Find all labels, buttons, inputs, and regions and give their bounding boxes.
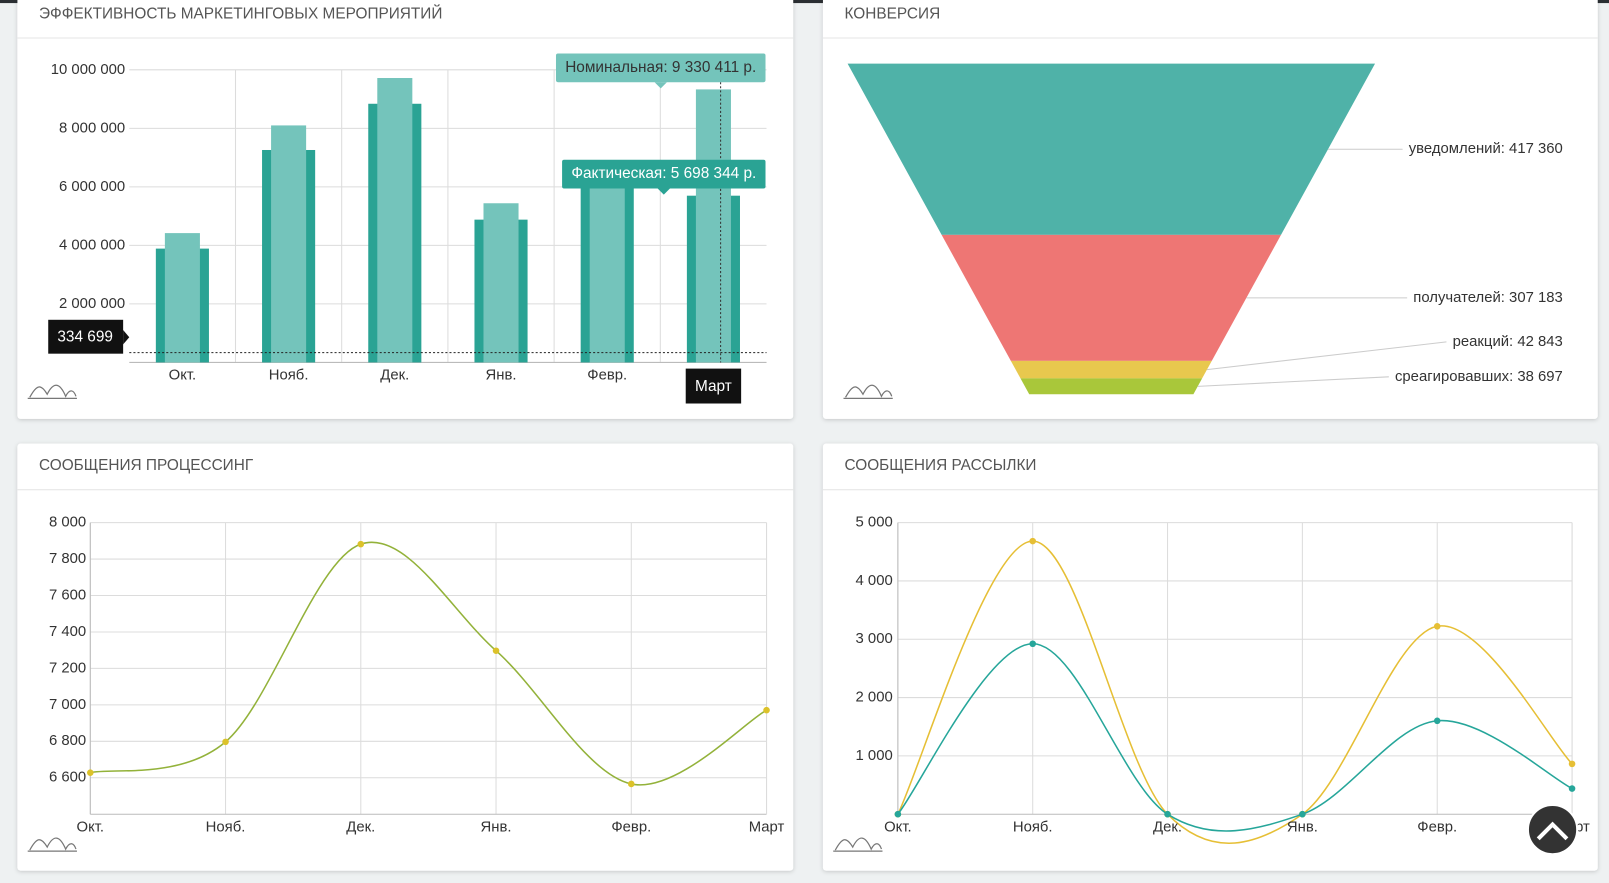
marker: [87, 769, 94, 776]
x-tick-label: Янв.: [486, 368, 517, 384]
x-tick-label: Янв.: [481, 819, 512, 835]
marker: [357, 540, 365, 548]
tooltip-text: Номинальная: 9 330 411 р.: [565, 59, 756, 76]
panel-title: ЭФФЕКТИВНОСТЬ МАРКЕТИНГОВЫХ МЕРОПРИЯТИЙ: [39, 4, 442, 22]
x-tick-label: Нояб.: [1013, 819, 1053, 835]
y-tick-label: 6 600: [49, 770, 86, 786]
line: [897, 540, 1573, 845]
marker: [222, 738, 229, 746]
x-tick-label: Февр.: [1417, 819, 1457, 835]
x-tick-label: Дек.: [380, 368, 409, 384]
leader-line: [1197, 376, 1389, 387]
y-tick-label: 6 000 000: [59, 179, 125, 195]
bar: [377, 78, 413, 363]
scroll-top-chevron[interactable]: [1536, 821, 1569, 841]
chart-icon[interactable]: [833, 837, 883, 852]
y-tick-label: 4 000 000: [59, 237, 125, 253]
marker: [1299, 810, 1306, 818]
funnel-segment: [941, 234, 1281, 361]
panel-title: СООБЩЕНИЯ РАССЫЛКИ: [845, 457, 1037, 474]
y-tick-label: 6 800: [49, 733, 86, 749]
x-tick-label: Дек.: [1153, 819, 1182, 835]
leader-line: [1206, 341, 1447, 371]
tooltip-box: [562, 159, 766, 189]
tooltip: Фактическая: 5 698 344 р.: [562, 159, 766, 195]
tooltip-box: [555, 53, 766, 83]
funnel-label: среагировавших: 38 697: [1395, 369, 1563, 385]
chart-icon[interactable]: [27, 837, 77, 852]
bar: [483, 203, 519, 363]
x-tick-label: Нояб.: [269, 368, 309, 384]
marker: [1164, 810, 1171, 818]
marker: [894, 810, 902, 818]
panel: [822, 443, 1598, 871]
marker: [763, 706, 770, 714]
marker: [1029, 537, 1036, 545]
y-tick-label: 4 000: [856, 573, 893, 589]
x-tick-label: Янв.: [1287, 819, 1318, 835]
y-tick-label: 2 000: [856, 690, 893, 706]
bar: [589, 183, 625, 363]
crosshair-label-box: [685, 368, 742, 404]
x-tick-label: Февр.: [611, 819, 651, 835]
tooltip: Номинальная: 9 330 411 р.: [555, 53, 766, 89]
tooltip-text: Фактическая: 5 698 344 р.: [571, 165, 756, 182]
marker: [628, 780, 635, 788]
marker: [1568, 785, 1576, 792]
threshold-arrow: [123, 330, 130, 345]
y-tick-label: 2 000 000: [59, 296, 125, 312]
chart-icon[interactable]: [843, 384, 893, 399]
bar: [695, 89, 731, 363]
x-tick-label: Март: [749, 819, 785, 835]
funnel-label: уведомлений: 417 360: [1409, 141, 1563, 157]
funnel-segment: [847, 63, 1376, 235]
x-tick-label: Февр.: [587, 368, 627, 384]
funnel-label: реакций: 42 843: [1453, 334, 1563, 350]
y-tick-label: 7 000: [49, 697, 86, 713]
marker: [1433, 623, 1441, 630]
y-tick-label: 5 000: [856, 515, 893, 531]
chart-icon[interactable]: [27, 384, 77, 399]
y-tick-label: 7 800: [49, 551, 86, 567]
y-tick-label: 10 000 000: [51, 62, 125, 78]
y-tick-label: 3 000: [856, 631, 893, 647]
y-tick-label: 8 000: [49, 515, 86, 531]
scroll-top-button[interactable]: [1526, 803, 1579, 856]
panels: [17, 0, 1598, 871]
panel: [17, 443, 794, 871]
y-tick-label: 1 000: [856, 748, 893, 764]
bar: [271, 125, 307, 363]
scroll-top-circle[interactable]: [1526, 803, 1579, 856]
panel-title: СООБЩЕНИЯ ПРОЦЕССИНГ: [39, 457, 254, 474]
crosshair-label: Март: [695, 378, 732, 395]
x-tick-label: Дек.: [346, 819, 375, 835]
tooltip-arrow: [657, 188, 670, 195]
chart-icons: [27, 384, 893, 852]
top-bar: [0, 0, 1609, 4]
marker: [1568, 760, 1576, 768]
marker: [1433, 717, 1441, 725]
x-tick-label: Нояб.: [206, 819, 246, 835]
line: [897, 642, 1573, 832]
y-tick-label: 8 000 000: [59, 120, 125, 136]
marker: [492, 647, 500, 655]
threshold-label: 334 699: [57, 328, 113, 345]
charts: 2 000 000 4 000 000 6 000 000 8 000 000 10 0…: [48, 53, 1590, 845]
threshold-box: [48, 319, 124, 354]
tooltip-arrow: [654, 82, 667, 89]
funnel-label: получателей: 307 183: [1413, 290, 1563, 306]
x-tick-label: Окт.: [77, 819, 105, 835]
bar: [164, 233, 200, 363]
panel-title: КОНВЕРСИЯ: [845, 5, 941, 22]
y-tick-label: 7 400: [49, 624, 86, 640]
funnel-segment: [1020, 378, 1203, 395]
x-tick-label: Окт.: [169, 368, 197, 384]
y-tick-label: 7 200: [49, 660, 86, 676]
funnel-segment: [1010, 360, 1212, 379]
x-tick-label: Окт.: [884, 819, 912, 835]
marker: [1029, 640, 1036, 648]
y-tick-label: 7 600: [49, 587, 86, 603]
